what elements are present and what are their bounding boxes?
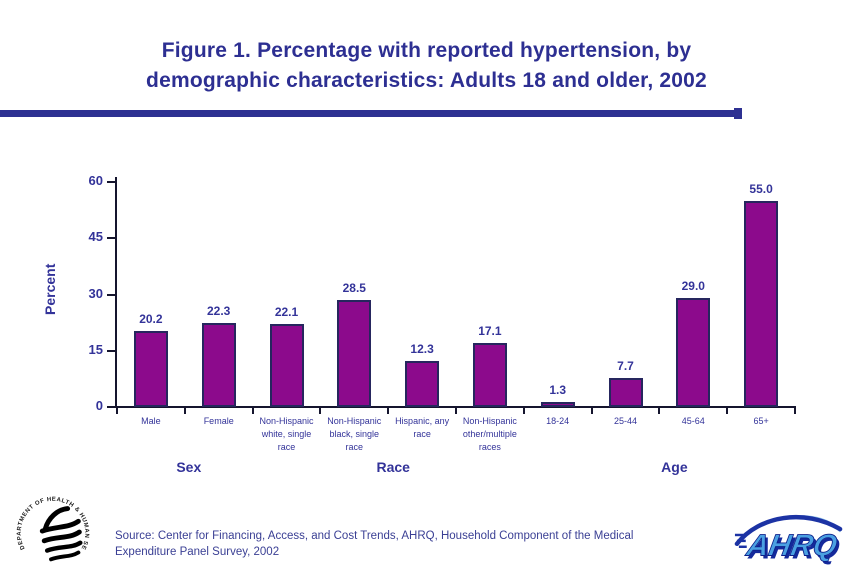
title-divider-rule-cap	[734, 108, 742, 119]
bar-value-7: 7.7	[617, 359, 634, 374]
x-tick	[794, 407, 796, 414]
category-label-2: Non-Hispanic white, single race	[259, 416, 314, 452]
y-tick-label: 30	[88, 285, 103, 301]
ahrq-logo-text-shadow: AHRQ	[746, 531, 843, 565]
category-label-3: Non-Hispanic black, single race	[327, 416, 382, 452]
y-axis-line	[115, 177, 117, 408]
x-tick	[590, 407, 593, 414]
hhs-logo: DEPARTMENT OF HEALTH & HUMAN SERVICES - …	[12, 492, 89, 562]
bar-5	[472, 342, 507, 407]
y-tick	[107, 181, 116, 183]
x-tick	[251, 407, 254, 414]
y-tick	[107, 406, 116, 408]
category-label-1: Female	[203, 416, 234, 426]
bar-value-5: 17.1	[478, 323, 502, 338]
category-label-9: 65+	[753, 416, 769, 426]
hhs-eagle-icon	[39, 506, 83, 562]
bar-value-6: 1.3	[549, 383, 567, 398]
bar-value-8: 29.0	[681, 279, 705, 294]
bar-value-2: 22.1	[274, 305, 299, 320]
y-tick	[107, 237, 116, 240]
y-tick-label: 15	[88, 341, 103, 357]
bar-7	[608, 378, 643, 407]
category-label-6: 18-24	[546, 416, 570, 426]
source-text: Source: Center for Financing, Access, an…	[115, 528, 735, 560]
group-label-age: Age	[661, 459, 688, 475]
x-tick	[726, 407, 729, 414]
bar-3	[337, 300, 372, 407]
source-line2: Expenditure Panel Survey, 2002	[115, 546, 280, 558]
bar-4	[405, 360, 440, 407]
bar-2	[269, 324, 304, 407]
ahrq-logo-text: AHRQ	[743, 528, 840, 563]
group-label-sex: Sex	[176, 459, 202, 475]
bar-8	[676, 298, 711, 407]
y-tick	[107, 349, 116, 352]
bar-0	[133, 331, 168, 407]
category-label-4: Hispanic, any race	[395, 416, 450, 439]
x-tick	[658, 407, 661, 414]
group-label-race: Race	[376, 459, 410, 475]
x-tick	[183, 407, 186, 414]
bar-value-4: 12.3	[410, 341, 434, 356]
bar-1	[201, 323, 236, 407]
bar-value-3: 28.5	[342, 281, 366, 296]
source-line1: Source: Center for Financing, Access, an…	[115, 530, 634, 542]
ahrq-logo: AHRQ AHRQ	[734, 514, 843, 565]
figure-title-line2: demographic characteristics: Adults 18 a…	[146, 69, 707, 92]
bar-9	[744, 200, 779, 407]
x-tick	[319, 407, 322, 414]
figure-title-line1: Figure 1. Percentage with reported hyper…	[161, 39, 692, 62]
x-tick	[455, 407, 457, 414]
title-divider-rule	[0, 110, 734, 117]
ahrq-swoosh-icon	[734, 514, 843, 549]
figure-title: Figure 1. Percentage with reported hyper…	[0, 36, 853, 96]
bar-value-1: 22.3	[207, 304, 231, 319]
category-label-8: 45-64	[681, 416, 705, 426]
y-tick-label: 0	[95, 398, 103, 413]
bar-6	[540, 402, 575, 407]
bar-value-0: 20.2	[139, 312, 163, 327]
x-tick	[387, 407, 390, 414]
x-tick	[522, 407, 525, 414]
category-label-5: Non-Hispanic other/multiple races	[462, 416, 517, 452]
y-tick-label: 60	[88, 173, 103, 188]
x-tick	[116, 407, 118, 414]
bar-value-9: 55.0	[749, 181, 773, 196]
category-label-7: 25-44	[613, 416, 637, 426]
y-tick-label: 45	[88, 229, 103, 245]
category-label-0: Male	[141, 416, 161, 426]
y-tick	[107, 293, 116, 296]
